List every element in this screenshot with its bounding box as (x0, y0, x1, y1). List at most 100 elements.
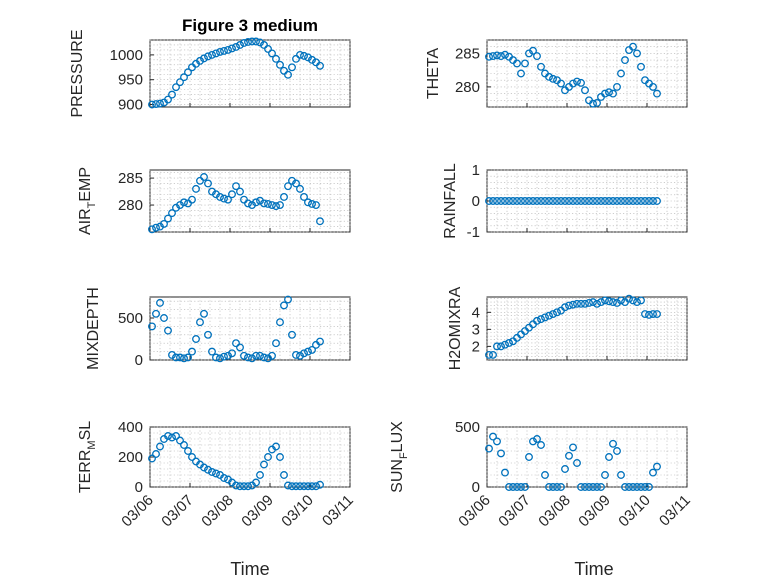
data-point (549, 74, 557, 83)
subplot-h2omixra: 234 H2OMIXRA (447, 286, 688, 370)
data-point (284, 481, 292, 490)
data-point (244, 199, 252, 208)
data-point (573, 77, 581, 86)
data-point (256, 38, 264, 47)
y-tick-label: 4 (472, 304, 480, 321)
data-point (601, 296, 609, 305)
data-point (200, 54, 208, 63)
data-point (316, 480, 324, 489)
data-point (220, 352, 228, 361)
data-point (593, 197, 601, 205)
data-point (493, 437, 501, 446)
x-tick-label: 03/07 (495, 492, 534, 531)
data-point (577, 197, 585, 205)
data-point (244, 38, 252, 46)
data-point (252, 37, 260, 46)
data-point (489, 52, 497, 61)
data-point (549, 310, 557, 318)
data-point (152, 100, 160, 108)
data-point (537, 62, 545, 71)
data-point (513, 197, 521, 205)
data-point (300, 193, 308, 201)
data-point (288, 63, 296, 72)
y-axis-label-air-temp: AIRTEMP (77, 167, 98, 235)
data-point (649, 310, 657, 318)
data-point (645, 197, 653, 205)
data-point (212, 49, 220, 58)
data-point (168, 433, 176, 442)
plot-layer: 280 285 (118, 169, 351, 234)
data-point (653, 310, 661, 318)
data-point (272, 442, 280, 451)
data-point (609, 197, 617, 205)
data-point (545, 483, 553, 491)
data-point (236, 187, 244, 196)
x-tick-label: 03/10 (278, 492, 317, 531)
plot-layer: -1 0 1 (467, 162, 688, 241)
y-axis-label-theta: THETA (425, 48, 442, 100)
data-point (625, 483, 633, 491)
data-point (300, 482, 308, 491)
y-tick-label: 280 (118, 197, 143, 214)
data-point (525, 197, 533, 205)
data-point (641, 197, 649, 205)
y-tick-label: 500 (455, 419, 480, 436)
data-point (308, 345, 316, 354)
data-point (493, 342, 501, 351)
data-point (593, 483, 601, 491)
data-point (617, 69, 625, 78)
data-point (248, 37, 256, 46)
y-axis-label-pressure: PRESSURE (69, 29, 86, 117)
data-point (629, 42, 637, 51)
plot-layer: 0 200 400 03/06 03/07 03/08 03/09 03/10 03/11 (118, 419, 357, 530)
data-point (220, 46, 228, 55)
data-point (228, 190, 236, 199)
data-point (304, 347, 312, 356)
subplot-air-temp: 280 285 AIRTEMP (77, 167, 351, 235)
y-tick-label: 500 (118, 310, 143, 327)
data-point (545, 72, 553, 81)
data-point (160, 314, 168, 322)
data-point (589, 99, 597, 108)
data-point (589, 298, 597, 307)
data-point (284, 295, 292, 304)
data-point (509, 197, 517, 205)
data-point (280, 301, 288, 310)
data-point (232, 182, 240, 191)
data-point (505, 197, 513, 205)
y-axis-label-mixdepth: MIXDEPTH (85, 287, 102, 370)
data-point (264, 44, 272, 53)
data-point (625, 197, 633, 205)
data-point (553, 197, 561, 205)
x-tick-label: 03/10 (615, 492, 654, 531)
data-point (529, 46, 537, 55)
data-point (288, 330, 296, 339)
data-point (649, 197, 657, 205)
data-point (164, 432, 172, 440)
data-point (517, 197, 525, 205)
data-point (537, 197, 545, 205)
data-point (244, 482, 252, 491)
data-point (196, 56, 204, 65)
data-point (156, 298, 164, 307)
data-point (565, 197, 573, 205)
data-point (236, 343, 244, 352)
data-point (220, 474, 228, 482)
data-point (272, 339, 280, 348)
plot-layer: 0 500 03/06 03/07 03/08 03/09 03/10 03/11 (455, 419, 694, 530)
data-point (649, 82, 657, 91)
data-point (296, 50, 304, 59)
data-point (653, 89, 661, 98)
data-point (597, 483, 605, 491)
data-point (260, 41, 268, 49)
y-tick-label: 0 (472, 193, 480, 210)
data-point (613, 197, 621, 205)
data-point (216, 193, 224, 201)
data-point (537, 315, 545, 324)
data-point (577, 299, 585, 308)
plot-layer: 900 950 1000 (110, 37, 351, 114)
data-point (605, 453, 613, 461)
data-point (172, 432, 180, 440)
data-point (621, 56, 629, 65)
data-point (613, 299, 621, 307)
